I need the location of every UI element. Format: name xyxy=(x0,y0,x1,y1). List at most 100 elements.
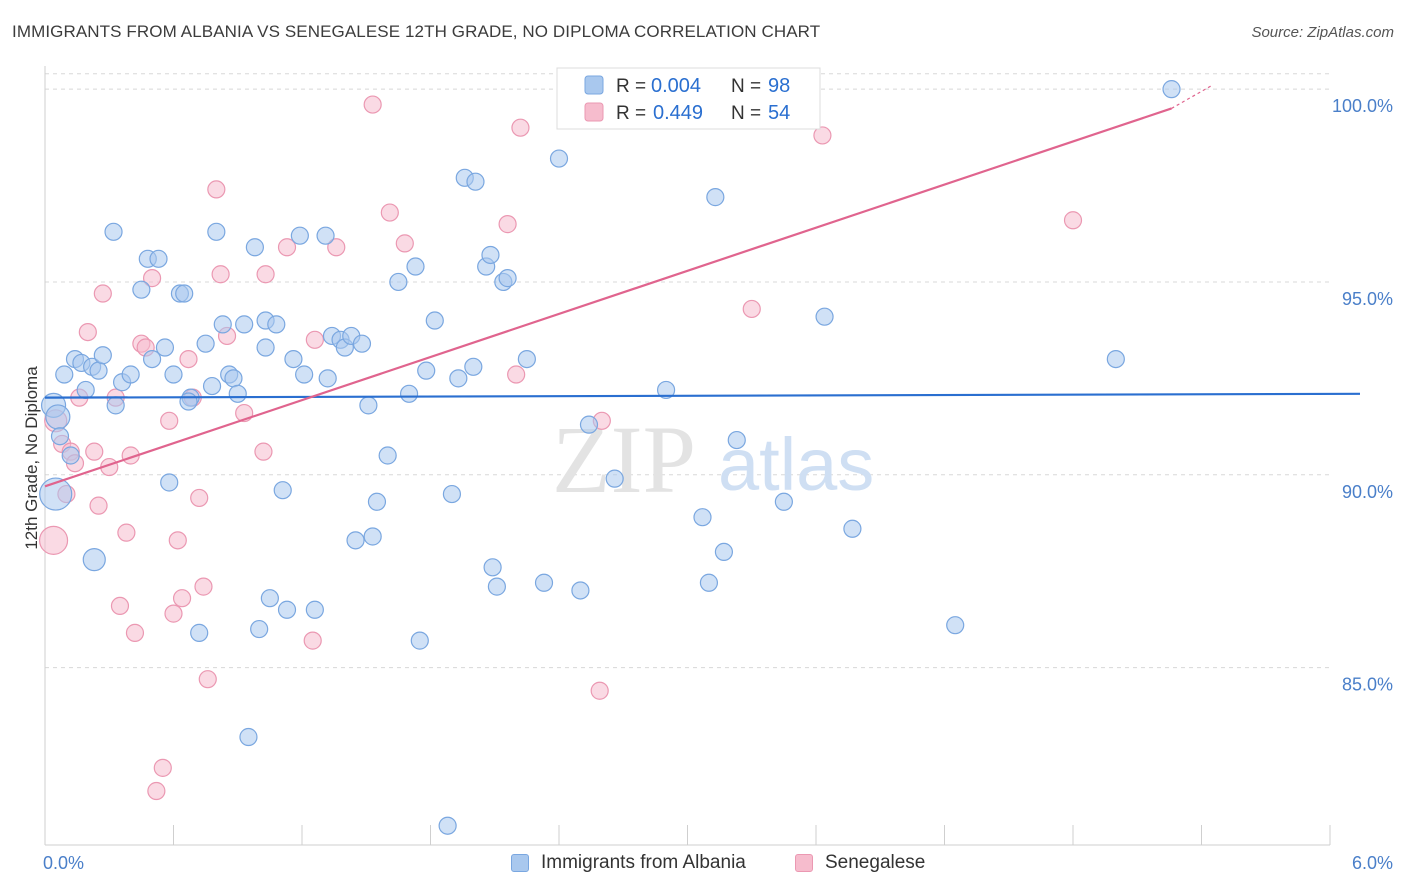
albania-point xyxy=(656,380,676,400)
albania-point xyxy=(714,542,734,562)
albania-point xyxy=(815,307,834,326)
albania-point xyxy=(483,558,502,577)
albania-point xyxy=(699,573,719,592)
albania-point xyxy=(774,492,793,511)
albania-point xyxy=(363,527,382,546)
albania-point xyxy=(442,484,462,504)
senegalese-point xyxy=(277,238,297,257)
albania-point xyxy=(155,338,175,357)
senegalese-trend-line xyxy=(44,107,1172,488)
legend-swatch-albania xyxy=(511,854,529,872)
senegalese-point xyxy=(168,531,187,550)
albania-point xyxy=(305,600,324,619)
watermark-zip: ZIP xyxy=(552,406,696,513)
albania-point xyxy=(213,315,232,334)
albania-point xyxy=(498,269,517,288)
senegalese-point xyxy=(179,349,198,369)
albania-point xyxy=(106,396,125,415)
albania-point xyxy=(93,346,112,365)
stats-r-label-senegalese: R = xyxy=(616,103,646,124)
albania-point xyxy=(175,284,194,303)
senegalese-point xyxy=(194,577,213,596)
legend-swatch-senegalese xyxy=(795,854,813,872)
senegalese-point xyxy=(395,234,414,253)
albania-point xyxy=(318,369,337,388)
albania-point xyxy=(190,623,209,642)
senegalese-point xyxy=(254,442,273,461)
legend-label-senegalese: Senegalese xyxy=(825,852,926,873)
albania-point xyxy=(605,469,624,488)
senegalese-trend-extension xyxy=(1171,84,1213,109)
albania-point xyxy=(82,548,106,572)
senegalese-point xyxy=(153,758,172,777)
albania-point xyxy=(534,573,554,592)
albania-point xyxy=(352,334,372,353)
stats-r-value-senegalese: 0.449 xyxy=(653,102,703,124)
albania-point xyxy=(406,257,425,276)
senegalese-point xyxy=(78,322,97,342)
senegalese-point xyxy=(813,126,832,145)
y-axis-title: 12th Grade, No Diploma xyxy=(22,366,41,550)
albania-point xyxy=(438,816,457,835)
albania-point xyxy=(45,404,71,430)
albania-point xyxy=(160,473,179,492)
albania-point xyxy=(273,481,292,500)
senegalese-point xyxy=(147,781,166,801)
senegalese-point xyxy=(190,488,209,508)
senegalese-point xyxy=(125,623,145,642)
albania-point xyxy=(579,415,599,434)
albania-point xyxy=(196,334,215,353)
albania-point xyxy=(267,315,286,334)
senegalese-point xyxy=(38,525,69,555)
senegalese-point xyxy=(211,265,230,284)
x-tick-label-max: 6.0% xyxy=(1352,853,1393,873)
stats-r-label-albania: R = xyxy=(616,76,646,97)
albania-point xyxy=(50,427,70,446)
senegalese-point xyxy=(1063,211,1083,230)
albania-point xyxy=(727,430,746,450)
senegalese-point xyxy=(507,365,526,384)
albania-point xyxy=(1162,80,1181,99)
senegalese-point xyxy=(380,203,399,222)
albania-point xyxy=(179,392,198,411)
senegalese-point xyxy=(89,496,108,515)
stats-n-label-senegalese: N = xyxy=(731,103,761,124)
albania-point xyxy=(89,361,108,380)
stats-legend-box: R = 0.004 N = 98 R = 0.449 N = 54 xyxy=(556,67,821,130)
senegalese-point xyxy=(198,670,217,689)
albania-point xyxy=(946,616,965,635)
albania-point xyxy=(277,600,297,619)
albania-point xyxy=(149,249,168,268)
senegalese-point xyxy=(164,604,183,623)
legend-item-senegalese: Senegalese xyxy=(795,852,925,874)
senegalese-point xyxy=(110,596,130,616)
albania-point xyxy=(295,365,314,384)
albania-point xyxy=(164,365,183,384)
stats-n-value-senegalese: 54 xyxy=(768,102,790,124)
albania-point xyxy=(1106,349,1125,369)
albania-point xyxy=(487,577,506,596)
legend-label-albania: Immigrants from Albania xyxy=(541,852,746,873)
senegalese-point xyxy=(511,118,530,137)
albania-point xyxy=(464,357,483,376)
albania-point xyxy=(425,311,444,330)
senegalese-point xyxy=(93,284,112,303)
senegalese-point xyxy=(590,681,609,700)
senegalese-point xyxy=(363,95,382,114)
senegalese-point xyxy=(117,523,136,542)
senegalese-point xyxy=(305,330,324,349)
watermark: ZIP atlas xyxy=(552,406,874,513)
albania-point xyxy=(228,384,247,403)
stats-n-value-albania: 98 xyxy=(768,75,790,97)
albania-point xyxy=(706,188,725,207)
x-tick-label-min: 0.0% xyxy=(43,853,84,873)
albania-point xyxy=(693,508,712,527)
albania-point xyxy=(399,384,419,403)
albania-point xyxy=(260,589,279,608)
senegalese-point xyxy=(256,265,275,284)
albania-point xyxy=(290,226,309,245)
albania-point xyxy=(410,631,429,650)
albania-point xyxy=(359,396,378,415)
albania-point xyxy=(843,519,862,538)
